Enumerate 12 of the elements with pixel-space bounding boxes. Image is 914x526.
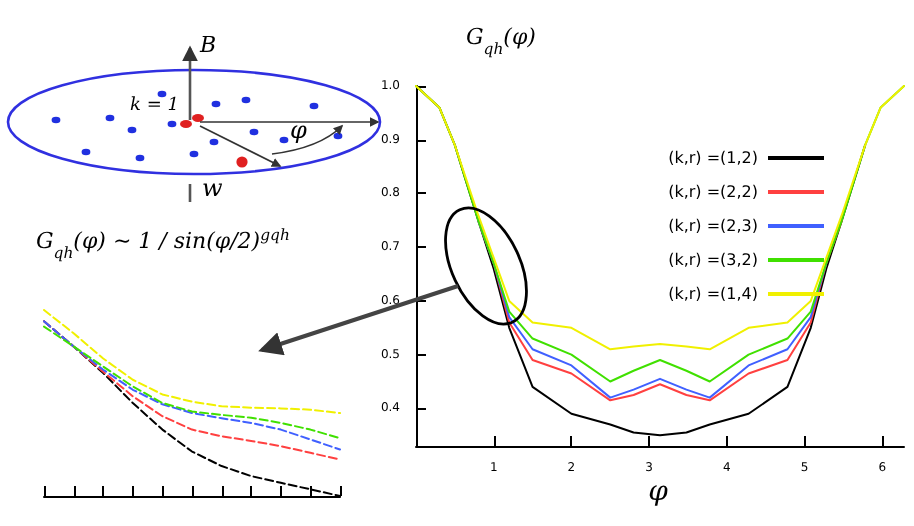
text: G$_{qh}$(φ) ∼ 1 / sin(φ/2)$^{gqh}$	[36, 225, 290, 261]
legend-label: (k,r) =(1,2)	[668, 149, 758, 167]
legend-label: (k,r) =(2,2)	[668, 183, 758, 201]
text: B	[198, 32, 217, 58]
text: φ	[290, 116, 308, 144]
text: k = 1	[130, 96, 179, 116]
legend-label: (k,r) =(2,3)	[668, 217, 758, 235]
legend-label: (k,r) =(3,2)	[668, 251, 758, 269]
y-axis-title: G$_{qh}$(φ)	[466, 24, 536, 57]
legend-label: (k,r) =(1,4)	[668, 285, 758, 303]
x-axis-title: φ	[648, 476, 669, 508]
text: w	[202, 174, 224, 202]
